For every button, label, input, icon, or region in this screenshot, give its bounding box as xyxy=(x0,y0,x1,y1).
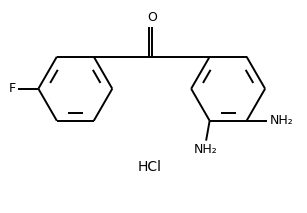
Text: NH₂: NH₂ xyxy=(269,114,293,127)
Text: O: O xyxy=(147,11,157,24)
Text: NH₂: NH₂ xyxy=(194,144,218,157)
Text: HCl: HCl xyxy=(138,160,162,174)
Text: F: F xyxy=(9,82,16,95)
